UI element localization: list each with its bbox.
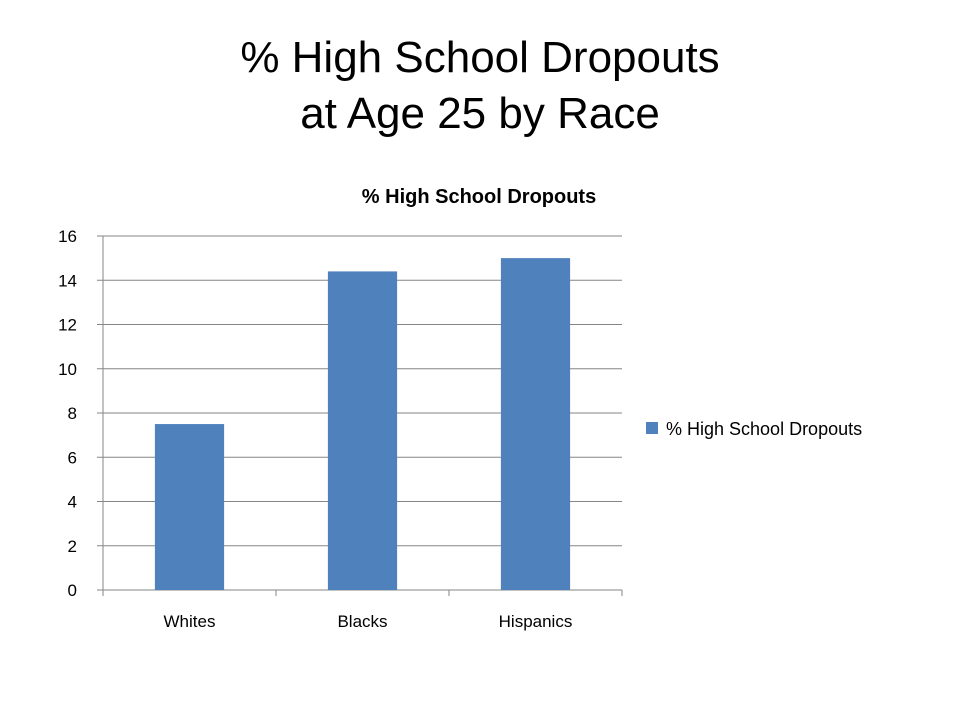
x-tick-label: Whites [164,612,216,631]
bar-hispanics [500,258,571,590]
y-tick-label: 2 [68,537,77,556]
y-tick-label: 0 [68,581,77,600]
legend-label: % High School Dropouts [666,419,862,439]
y-tick-label: 16 [58,227,77,246]
y-tick-label: 4 [68,493,77,512]
slide-title-line-2: at Age 25 by Race [300,89,660,138]
legend-swatch [646,422,658,434]
x-tick-label: Blacks [337,612,387,631]
bar-blacks [327,271,398,590]
y-tick-label: 12 [58,316,77,335]
tick-labels: 0 2 4 6 8 10 12 14 16 Whites Blacks Hispanics [58,227,572,631]
bars [154,258,571,590]
bar-whites [154,424,225,590]
slide-title: % High School Dropouts at Age 25 by Race [0,30,960,142]
slide-title-line-1: % High School Dropouts [240,33,720,82]
y-tick-label: 6 [68,448,77,467]
y-tick-label: 14 [58,271,77,290]
x-tick-label: Hispanics [499,612,573,631]
chart-title: % High School Dropouts [362,186,596,208]
y-tick-label: 8 [68,404,77,423]
legend: % High School Dropouts [646,419,862,439]
y-tick-label: 10 [58,360,77,379]
